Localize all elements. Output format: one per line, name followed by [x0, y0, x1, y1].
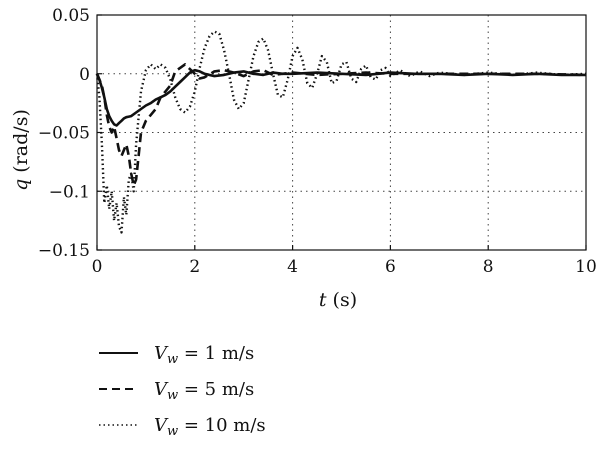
series-line-1	[95, 68, 586, 127]
y-tick-label: 0.05	[52, 6, 90, 26]
y-tick-label: −0.1	[49, 182, 90, 202]
y-tick-label: −0.05	[38, 124, 90, 144]
x-tick-label: 4	[287, 257, 298, 277]
x-tick-label: 8	[483, 257, 494, 277]
grid-lines	[97, 15, 586, 250]
series-layer	[95, 30, 587, 234]
x-axis-unit: (s)	[333, 289, 358, 311]
x-tick-label: 2	[189, 257, 200, 277]
x-tick-label: 0	[92, 257, 103, 277]
legend: Vw = 1 m/s Vw = 5 m/s Vw = 10 m/s	[99, 343, 266, 439]
x-axis-var: t	[319, 289, 327, 311]
y-tick-label: 0	[79, 65, 90, 85]
y-axis-var: q	[10, 179, 32, 191]
legend-label-2: Vw = 5 m/s	[154, 379, 254, 403]
x-axis-label: t (s)	[319, 289, 357, 311]
series-line-3	[95, 30, 587, 234]
y-axis-unit: (rad/s)	[10, 109, 32, 173]
axis-ticks: 0 2 4 6 8 10 −0.15 −0.1 −0.05 0 0.05	[38, 6, 597, 277]
y-axis-label: q (rad/s)	[10, 109, 32, 191]
legend-label-1: Vw = 1 m/s	[154, 343, 254, 367]
x-tick-label: 10	[575, 257, 597, 277]
series-line-2	[95, 63, 587, 187]
legend-label-3: Vw = 10 m/s	[154, 415, 266, 439]
x-tick-label: 6	[385, 257, 396, 277]
y-tick-label: −0.15	[38, 241, 90, 261]
plot-frame	[96, 14, 587, 251]
